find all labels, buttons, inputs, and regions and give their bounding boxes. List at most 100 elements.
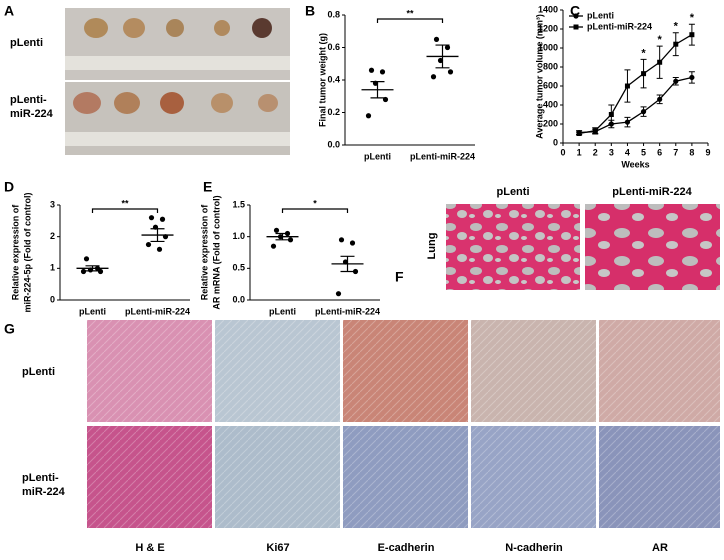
data-point: [270, 243, 277, 249]
y-axis-label: AR mRNA (Fold of control): [211, 195, 221, 309]
data-point: [379, 69, 386, 75]
y-tick-label: 1.0: [232, 231, 245, 241]
x-tick-label: 8: [689, 147, 694, 157]
data-point: [365, 113, 372, 119]
column-label: pLenti-miR-224: [612, 186, 692, 198]
ihc-images: [87, 320, 720, 528]
y-tick-label: 0.5: [232, 263, 245, 273]
y-tick-label: 200: [543, 118, 558, 128]
significance-label: *: [313, 198, 317, 208]
column-label: AR: [652, 542, 668, 554]
data-point: [145, 241, 152, 248]
x-tick-label: pLenti-miR-224: [125, 306, 190, 316]
y-tick-label: 1.5: [232, 199, 245, 209]
row-label: pLenti-: [22, 472, 59, 484]
x-tick-label: 5: [641, 147, 646, 157]
data-point: [273, 227, 280, 233]
sem-bar: [340, 255, 355, 273]
legend-marker: [573, 13, 579, 19]
data-point: [80, 268, 87, 275]
data-point: [437, 57, 444, 64]
x-tick-label: pLenti-miR-224: [315, 306, 380, 316]
significance-label: *: [658, 34, 663, 46]
marker: [592, 128, 598, 134]
column-label: Ki67: [266, 542, 289, 554]
x-tick-label: 1: [577, 147, 582, 157]
y-tick-label: 0.2: [327, 107, 340, 117]
marker: [657, 59, 663, 65]
data-point: [97, 268, 104, 275]
legend-label: pLenti-miR-224: [587, 21, 652, 31]
sem-bar: [85, 265, 100, 272]
x-tick-label: 6: [657, 147, 662, 157]
series-line: [578, 34, 693, 135]
y-tick-label: 400: [543, 99, 558, 109]
x-tick-label: 2: [593, 147, 598, 157]
histology-image: [446, 204, 580, 290]
significance-bracket: [376, 18, 444, 23]
marker: [673, 41, 679, 47]
significance-label: *: [690, 12, 695, 24]
series-line: [579, 76, 693, 134]
data-point: [368, 67, 375, 73]
row-label: Lung: [426, 233, 438, 260]
legend-label: pLenti: [587, 10, 614, 20]
data-point: [159, 216, 166, 222]
panel-letter: A: [4, 3, 14, 19]
x-tick-label: 9: [705, 147, 710, 157]
legend-marker: [573, 24, 579, 30]
significance-label: *: [641, 47, 646, 59]
y-tick-label: 0.0: [327, 139, 340, 149]
y-tick-label: 1200: [538, 23, 558, 33]
data-point: [335, 291, 342, 297]
significance-label: **: [121, 198, 129, 208]
column-label: N-cadherin: [505, 542, 563, 554]
x-tick-label: 0: [560, 147, 565, 157]
y-tick-label: 600: [543, 80, 558, 90]
data-point: [148, 215, 155, 221]
column-label: pLenti: [497, 186, 530, 198]
significance-bracket: [281, 208, 349, 213]
column-label: E-cadherin: [378, 542, 435, 554]
row-label: pLenti-: [10, 94, 47, 106]
x-tick-label: 7: [673, 147, 678, 157]
data-point: [444, 44, 451, 51]
data-point: [287, 237, 294, 243]
y-tick-label: 1400: [538, 4, 558, 14]
y-axis-label: Relative expression of: [10, 204, 20, 301]
x-tick-label: pLenti: [79, 306, 106, 316]
y-axis-label: Relative expression of: [199, 204, 209, 301]
data-point: [433, 36, 440, 42]
panel-letter: B: [305, 3, 315, 19]
y-tick-label: 0.8: [327, 9, 340, 19]
marker: [657, 96, 663, 102]
y-tick-label: 0.6: [327, 42, 340, 52]
y-tick-label: 0.4: [327, 74, 340, 84]
panel-letter: D: [4, 179, 14, 195]
x-tick-label: pLenti-miR-224: [410, 151, 475, 161]
y-tick-label: 800: [543, 61, 558, 71]
panel-letter: F: [395, 269, 404, 285]
row-label: pLenti: [22, 366, 55, 378]
panel-letter: G: [4, 321, 15, 337]
marker: [624, 119, 631, 125]
histology-image: [585, 204, 720, 290]
significance-bracket: [91, 208, 159, 213]
marker: [576, 131, 582, 136]
y-tick-label: 3: [50, 199, 55, 209]
y-tick-label: 1000: [538, 42, 558, 52]
data-point: [430, 74, 437, 80]
marker: [689, 74, 695, 81]
data-point: [83, 256, 90, 262]
x-tick-label: 3: [609, 147, 614, 157]
y-axis-label: miR-224-5p (Fold of control): [22, 193, 32, 313]
marker: [689, 32, 695, 38]
marker: [624, 83, 630, 89]
y-tick-label: 0: [50, 294, 55, 304]
sem-bar: [370, 81, 385, 99]
data-point: [338, 237, 345, 243]
x-axis-label: Weeks: [621, 159, 649, 169]
y-tick-label: 0.0: [232, 294, 245, 304]
y-tick-label: 2: [50, 231, 55, 241]
